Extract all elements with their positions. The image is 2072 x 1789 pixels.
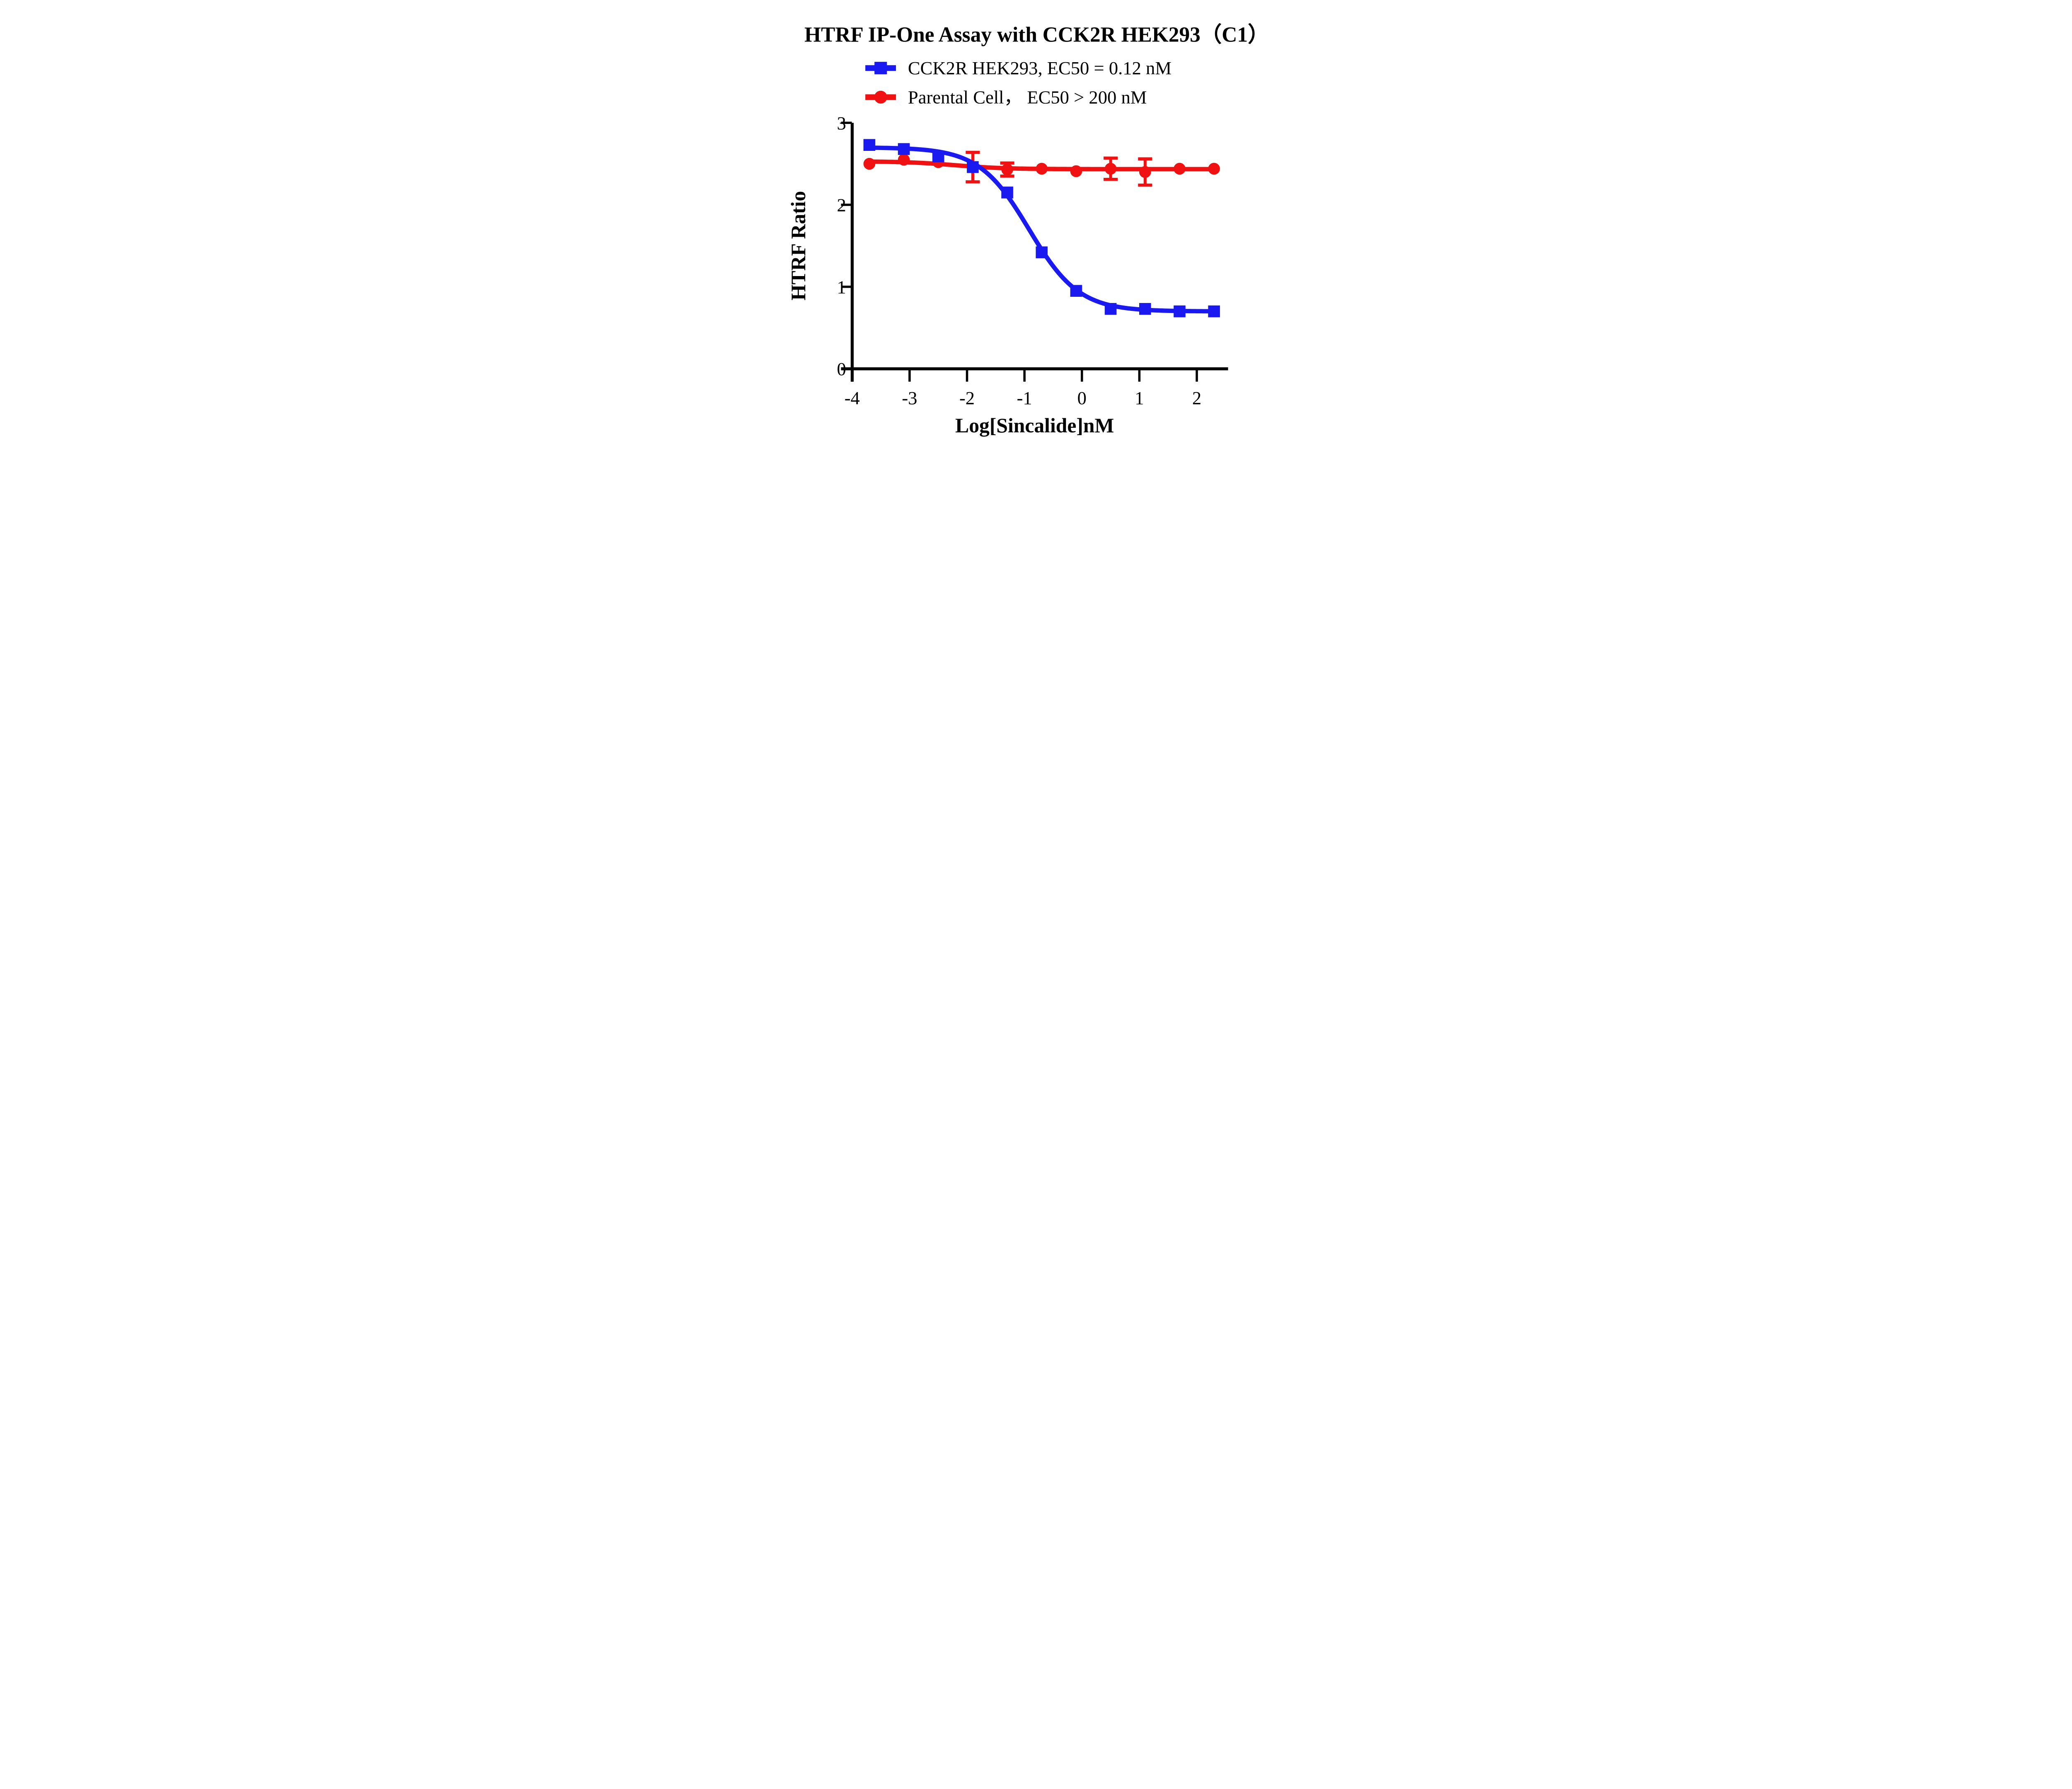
chart-canvas: HTRF IP-One Assay with CCK2R HEK293（C1） … — [787, 23, 1269, 437]
axes: -4 -3 -2 -1 0 1 2 0 1 2 3 — [837, 113, 1228, 408]
x-tick-label: 2 — [1192, 388, 1201, 408]
y-tick — [841, 121, 852, 124]
marker-square-cck2r-hek293 — [1174, 305, 1186, 318]
y-tick — [841, 286, 852, 288]
marker-square-cck2r-hek293 — [1208, 305, 1220, 318]
y-tick — [841, 367, 852, 370]
marker-square-cck2r-hek293 — [1139, 303, 1151, 315]
marker-square-cck2r-hek293 — [898, 143, 910, 155]
marker-square-cck2r-hek293 — [1036, 246, 1048, 259]
legend-item-parental: Parental Cell， EC50 > 200 nM — [865, 87, 1147, 107]
legend-label-cck2r: CCK2R HEK293, EC50 = 0.12 nM — [908, 58, 1172, 78]
legend-circle-marker-icon — [874, 90, 887, 104]
y-axis-line — [850, 123, 854, 382]
legend-square-marker-icon — [874, 62, 887, 75]
marker-circle-parental-cell — [1070, 165, 1082, 177]
x-axis-line — [841, 367, 1228, 371]
x-tick-label: 1 — [1135, 388, 1144, 408]
x-tick — [1081, 370, 1083, 382]
x-tick-label: -2 — [959, 388, 975, 408]
series-cck2r-hek293 — [863, 139, 1220, 318]
legend-item-cck2r: CCK2R HEK293, EC50 = 0.12 nM — [865, 58, 1172, 78]
plot-series — [863, 139, 1220, 318]
marker-circle-parental-cell — [863, 158, 876, 170]
x-tick-label: 0 — [1077, 388, 1087, 408]
marker-square-cck2r-hek293 — [1070, 285, 1082, 297]
marker-circle-parental-cell — [1001, 163, 1013, 176]
legend-label-parental: Parental Cell， EC50 > 200 nM — [908, 87, 1147, 107]
y-tick — [841, 204, 852, 206]
x-tick — [966, 370, 968, 382]
x-tick — [1138, 370, 1141, 382]
marker-square-cck2r-hek293 — [863, 139, 876, 151]
x-tick-label: -1 — [1017, 388, 1032, 408]
legend: CCK2R HEK293, EC50 = 0.12 nM Parental Ce… — [865, 58, 1172, 107]
x-tick-label: -3 — [902, 388, 917, 408]
series-parental-cell — [863, 150, 1220, 187]
marker-circle-parental-cell — [1036, 162, 1048, 175]
y-tick-label: 1 — [837, 276, 846, 297]
marker-square-cck2r-hek293 — [1104, 303, 1117, 315]
x-axis-label: Log[Sincalide]nM — [955, 414, 1114, 437]
x-tick-label: -4 — [845, 388, 860, 408]
marker-circle-parental-cell — [1174, 162, 1186, 175]
x-tick — [1023, 370, 1026, 382]
y-axis-label: HTRF Ratio — [787, 191, 810, 301]
y-tick-label: 3 — [837, 113, 846, 133]
marker-square-cck2r-hek293 — [1001, 187, 1013, 199]
y-tick-label: 0 — [837, 359, 846, 379]
x-tick — [908, 370, 911, 382]
y-tick-label: 2 — [837, 195, 846, 216]
chart-title: HTRF IP-One Assay with CCK2R HEK293（C1） — [804, 23, 1269, 46]
marker-square-cck2r-hek293 — [932, 150, 944, 162]
marker-circle-parental-cell — [1139, 166, 1151, 178]
marker-circle-parental-cell — [1104, 162, 1117, 175]
figure: HTRF IP-One Assay with CCK2R HEK293（C1） … — [767, 0, 1305, 448]
marker-circle-parental-cell — [1208, 162, 1220, 175]
marker-circle-parental-cell — [898, 154, 910, 166]
x-tick — [851, 370, 854, 382]
marker-square-cck2r-hek293 — [967, 161, 979, 173]
x-tick — [1196, 370, 1198, 382]
